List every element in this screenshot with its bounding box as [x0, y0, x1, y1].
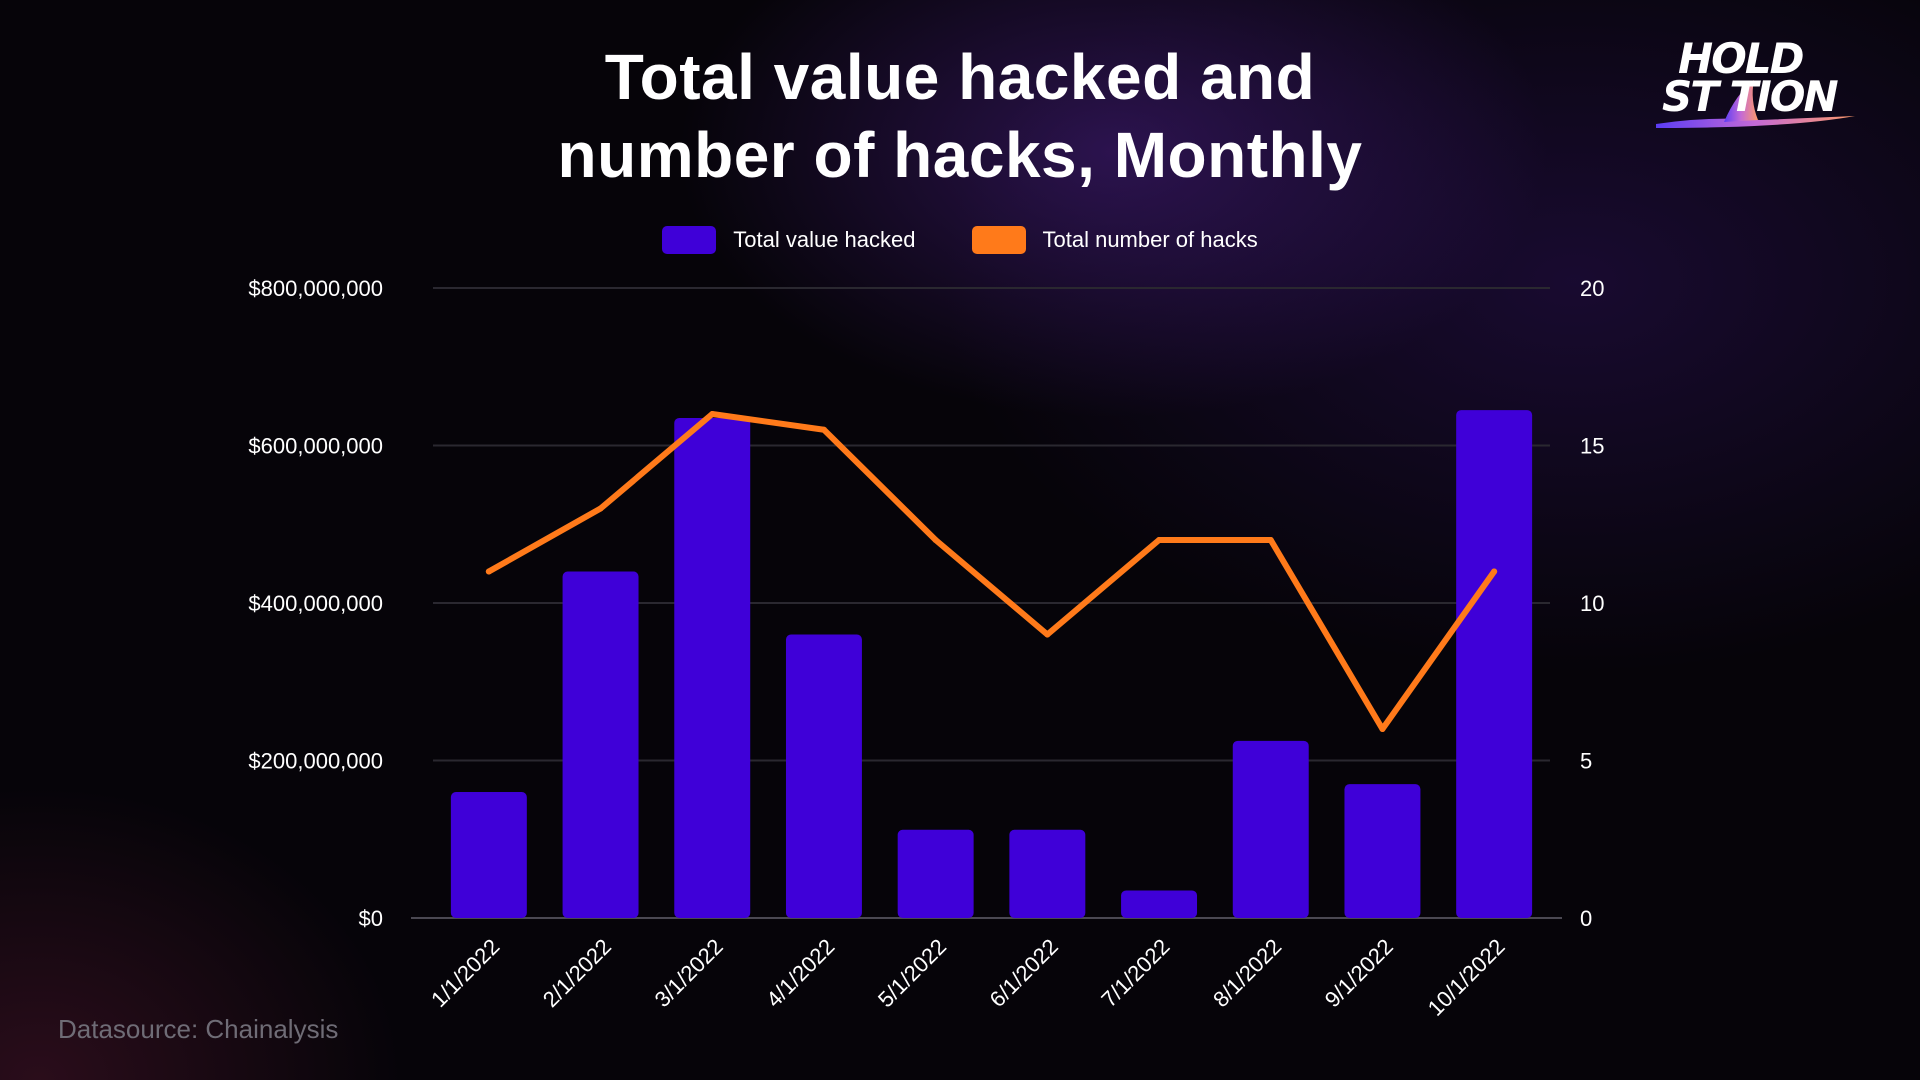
bar-6/1/2022: [1009, 829, 1086, 918]
left-axis-tick-label: $0: [359, 906, 383, 931]
legend-item-value-hacked: Total value hacked: [662, 226, 916, 254]
legend-swatch-bar: [662, 226, 717, 254]
right-axis-tick-label: 20: [1580, 276, 1604, 301]
legend-swatch-line: [971, 226, 1026, 254]
x-axis-tick-label: 6/1/2022: [985, 934, 1063, 1012]
left-axis-tick-label: $200,000,000: [248, 749, 383, 774]
chart-title: Total value hacked and number of hacks, …: [360, 38, 1560, 194]
bar-8/1/2022: [1232, 740, 1309, 918]
logo-line-2: ST TION: [1662, 72, 1839, 121]
x-axis-tick-label: 9/1/2022: [1320, 934, 1398, 1012]
bar-3/1/2022: [674, 417, 751, 918]
legend-item-number-of-hacks: Total number of hacks: [971, 226, 1258, 254]
bar-1/1/2022: [450, 792, 527, 918]
data-source-note: Datasource: Chainalysis: [58, 1014, 339, 1044]
bar-5/1/2022: [897, 829, 974, 918]
chart-title-line-1: Total value hacked and: [604, 41, 1316, 113]
x-axis-ticks: 1/1/2022 2/1/2022 3/1/2022 4/1/2022 5/1/2022…: [426, 934, 1510, 1021]
hacks-count-point-1/1/2022: [485, 568, 492, 575]
hacks-count-point-9/1/2022: [1379, 726, 1386, 732]
right-axis-tick-label: 15: [1580, 434, 1604, 459]
hacks-count-point-6/1/2022: [1044, 631, 1051, 638]
logo-line-1: HOLD: [1678, 34, 1804, 83]
x-axis-tick-label: 3/1/2022: [650, 934, 728, 1012]
bar-2/1/2022: [562, 571, 639, 918]
right-axis-ticks: 0 5 10 15 20: [1580, 276, 1604, 931]
hacks-count-point-2/1/2022: [597, 505, 604, 512]
hacks-count-point-10/1/2022: [1491, 568, 1498, 575]
legend-label-value-hacked: Total value hacked: [733, 227, 916, 252]
hacks-count-point-4/1/2022: [820, 426, 827, 433]
right-axis-tick-label: 10: [1580, 591, 1604, 616]
left-axis-tick-label: $600,000,000: [248, 434, 383, 459]
x-axis-tick-label: 1/1/2022: [426, 934, 504, 1012]
chart-title-line-2: number of hacks, Monthly: [557, 119, 1363, 191]
x-axis-tick-label: 2/1/2022: [538, 934, 616, 1012]
bars: [450, 410, 1533, 918]
hacks-count-point-3/1/2022: [709, 411, 716, 417]
left-axis-ticks: $0 $200,000,000 $400,000,000 $600,000,000 $8…: [248, 276, 383, 931]
shark-fin-icon: [1656, 80, 1855, 128]
line-series: [485, 411, 1498, 732]
x-axis-tick-label: 4/1/2022: [761, 934, 839, 1012]
bar-9/1/2022: [1344, 784, 1421, 918]
x-axis-tick-label: 8/1/2022: [1208, 934, 1286, 1012]
hacks-count-point-7/1/2022: [1156, 537, 1163, 543]
right-axis-tick-label: 5: [1580, 749, 1592, 774]
x-axis-tick-label: 5/1/2022: [873, 934, 951, 1012]
hacks-count-point-8/1/2022: [1267, 537, 1274, 543]
bar-4/1/2022: [785, 634, 862, 918]
x-axis-tick-label: 7/1/2022: [1096, 934, 1174, 1012]
holdstation-logo: HOLD ST TION: [1650, 36, 1870, 136]
legend-label-number-of-hacks: Total number of hacks: [1042, 227, 1258, 252]
chart-legend: Total value hacked Total number of hacks: [0, 226, 1920, 254]
bar-10/1/2022: [1456, 410, 1533, 918]
right-axis-tick-label: 0: [1580, 906, 1592, 931]
left-axis-tick-label: $400,000,000: [248, 591, 383, 616]
hacks-count-point-5/1/2022: [932, 537, 939, 543]
hacks-count-line: [485, 411, 1498, 732]
x-axis-tick-label: 10/1/2022: [1423, 934, 1510, 1021]
bar-7/1/2022: [1121, 890, 1198, 918]
left-axis-tick-label: $800,000,000: [248, 276, 383, 301]
